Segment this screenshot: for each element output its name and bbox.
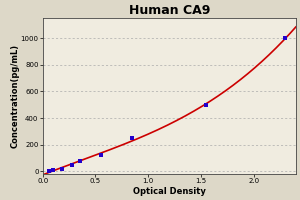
Point bbox=[283, 37, 288, 40]
Point bbox=[59, 167, 64, 170]
Point bbox=[130, 136, 135, 140]
Point bbox=[98, 153, 103, 156]
Title: Human CA9: Human CA9 bbox=[129, 4, 210, 17]
Point bbox=[77, 160, 82, 163]
Point bbox=[47, 170, 52, 173]
X-axis label: Optical Density: Optical Density bbox=[133, 187, 206, 196]
Point bbox=[204, 103, 208, 106]
Y-axis label: Concentration(pg/mL): Concentration(pg/mL) bbox=[10, 44, 19, 148]
Point bbox=[51, 169, 56, 172]
Point bbox=[70, 163, 75, 166]
